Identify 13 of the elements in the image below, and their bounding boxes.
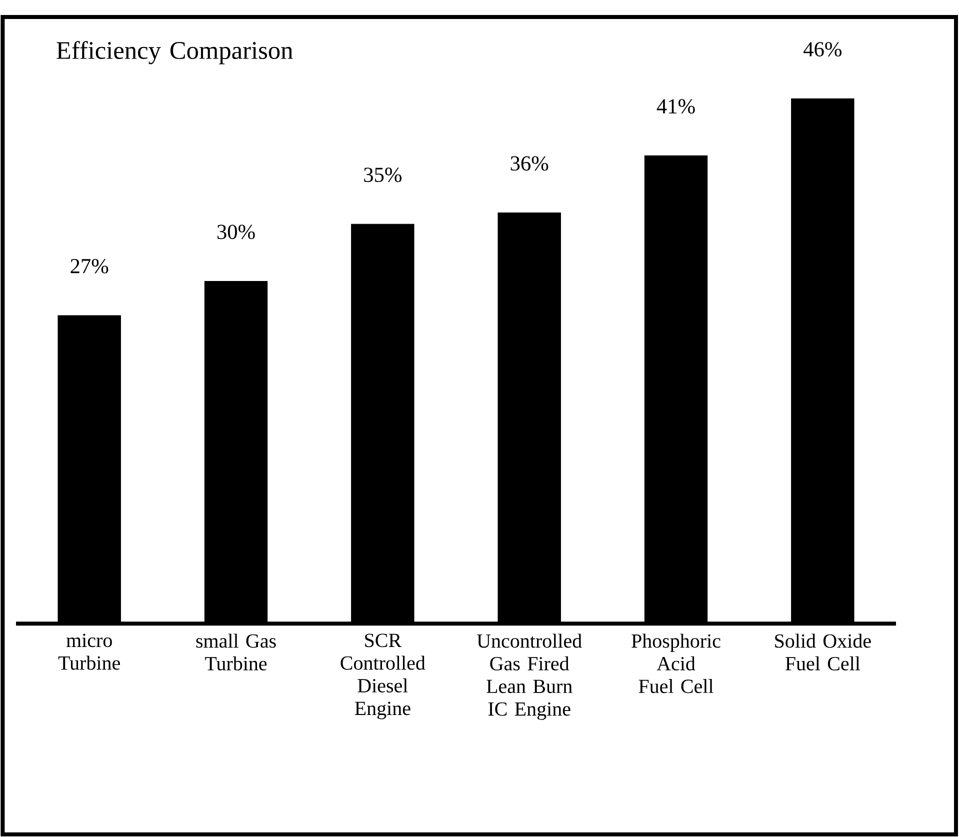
- x-tick-label: Uncontrolled Gas Fired Lean Burn IC Engine: [476, 634, 582, 720]
- data-label: 36%: [510, 156, 548, 171]
- data-label: 46%: [804, 42, 842, 57]
- x-tick-label: Solid Oxide Fuel Cell: [775, 634, 871, 670]
- x-tick-label: SCR Controlled Diesel Engine: [340, 634, 426, 720]
- data-label: 30%: [217, 224, 255, 240]
- data-label: 41%: [656, 99, 695, 114]
- data-label: 35%: [364, 168, 402, 182]
- chart-title: Efficiency Comparison: [56, 40, 293, 64]
- x-tick-label: micro Turbine: [58, 634, 120, 670]
- x-tick-label: Phosphoric Acid Fuel Cell: [632, 634, 720, 694]
- data-label: 27%: [70, 258, 108, 274]
- x-tick-label: small Gas Turbine: [196, 634, 276, 670]
